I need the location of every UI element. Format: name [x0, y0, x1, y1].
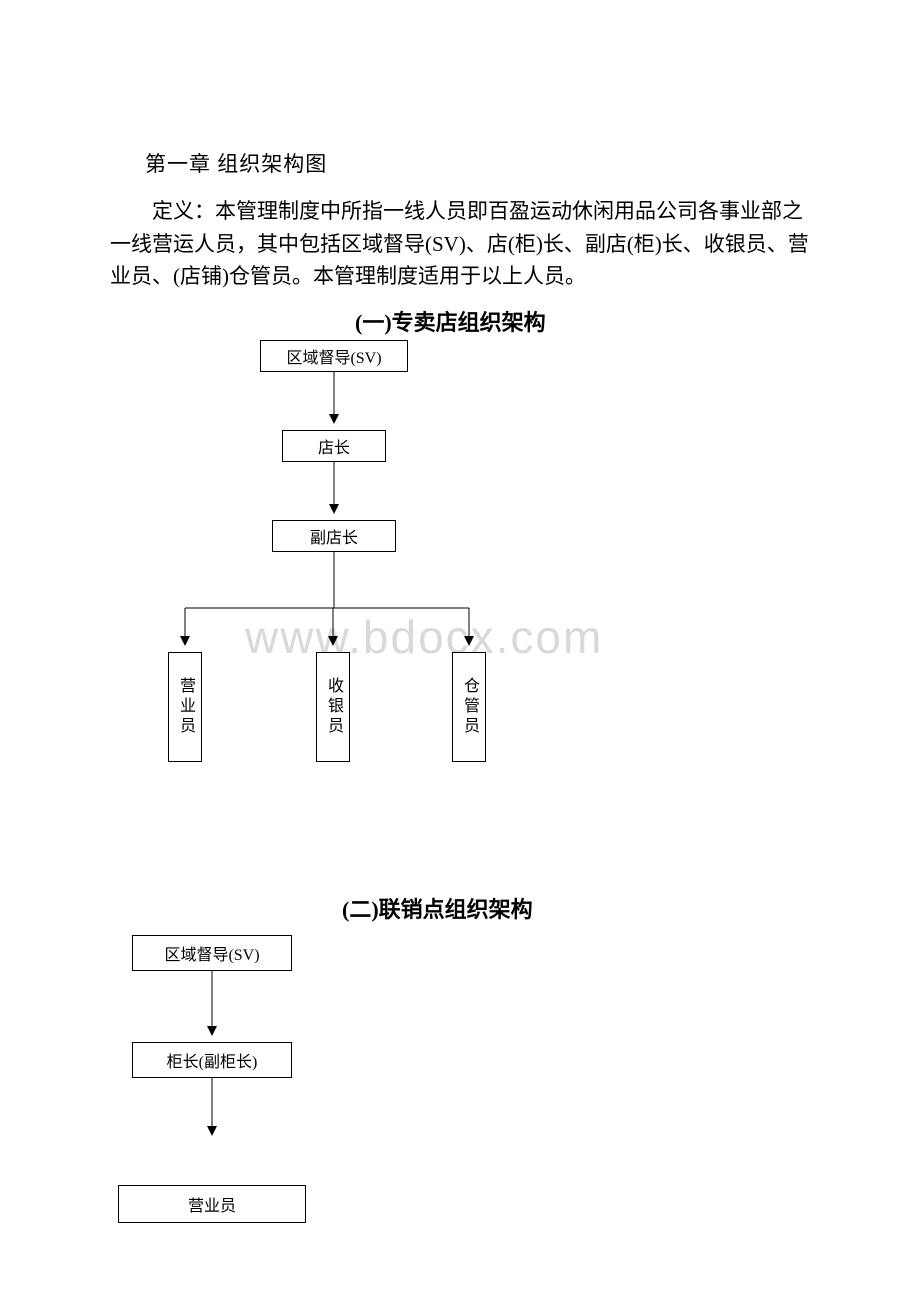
- chart-a-connectors: [0, 0, 920, 800]
- document-page: 第一章 组织架构图 定义：本管理制度中所指一线人员即百盈运动休闲用品公司各事业部…: [0, 0, 920, 1302]
- chart-b-connectors: [0, 900, 920, 1300]
